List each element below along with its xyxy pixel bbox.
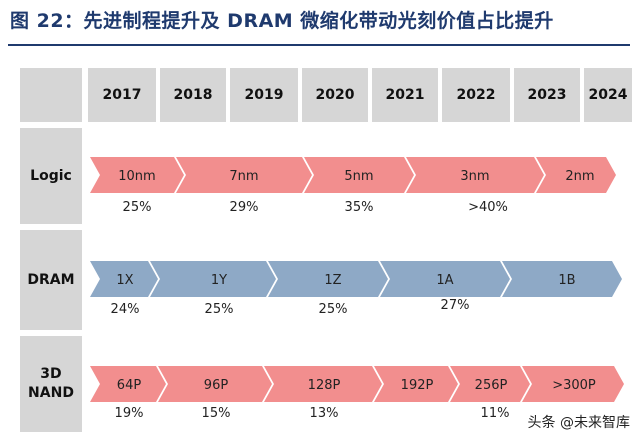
year-cell-2017: 2017 [88,68,156,122]
year-cell-2020: 2020 [302,68,368,122]
logic-pct-5nm: 35% [344,200,374,215]
year-header: 2017 2018 2019 2020 2021 2022 2023 2024 [20,68,632,122]
logic-arrow-3nm [406,157,544,193]
dram-arrow-1z [268,261,388,297]
dram-arrow-1x [90,261,158,297]
year-cell-2021: 2021 [372,68,438,122]
dram-pct-1a: 27% [440,298,470,313]
dram-pct-1z: 25% [318,302,348,317]
row-label-3d-nand: 3D NAND [20,336,82,432]
logic-arrow-2nm [536,157,616,193]
nand-arrow-64p-label: 64P [117,378,142,393]
dram-arrow-1b-label: 1B [558,273,575,288]
nand-arrow-256p-label: 256P [475,378,508,393]
dram-pct-1y: 25% [204,302,234,317]
nand-arrow-64p [90,366,166,402]
year-cell-2022: 2022 [442,68,510,122]
dram-arrow-1x-label: 1X [116,273,133,288]
dram-arrow-1y [150,261,276,297]
title-divider [8,44,630,46]
row-label-logic: Logic [20,128,82,224]
row-label-3d-nand-line2: NAND [28,385,74,401]
year-cell-2023: 2023 [514,68,580,122]
year-cell-2024: 2024 [584,68,632,122]
logic-arrow-7nm-label: 7nm [229,169,258,184]
dram-arrow-1b [502,261,622,297]
nand-arrow-300p [522,366,624,402]
nand-pct-96p: 15% [201,406,231,421]
year-cell-2019: 2019 [230,68,298,122]
nand-arrow-192p [374,366,458,402]
nand-pct-64p: 19% [114,406,144,421]
logic-arrow-10nm-label: 10nm [118,169,155,184]
logic-arrow-7nm [176,157,312,193]
nand-arrow-256p [450,366,530,402]
watermark: 头条 @未来智库 [527,415,630,431]
nand-pct-256p: 11% [480,406,510,421]
nand-pct-128p: 13% [309,406,339,421]
logic-arrow-5nm [304,157,414,193]
logic-pct-10nm: 25% [122,200,152,215]
logic-arrow-3nm-label: 3nm [460,169,489,184]
dram-arrow-1a [380,261,510,297]
logic-arrow-5nm-label: 5nm [344,169,373,184]
dram-pct-1x: 24% [110,302,140,317]
nand-arrow-96p [158,366,272,402]
page-title: 图 22：先进制程提升及 DRAM 微缩化带动光刻价值占比提升 [10,10,554,32]
row-label-3d-nand-line1: 3D [40,366,62,383]
dram-arrow-1y-label: 1Y [211,273,227,288]
year-header-corner [20,68,82,122]
dram-arrow-1z-label: 1Z [324,273,341,288]
logic-pct-7nm: 29% [229,200,259,215]
logic-arrow-10nm [90,157,184,193]
nand-arrow-96p-label: 96P [204,378,229,393]
nand-arrow-192p-label: 192P [401,378,434,393]
logic-arrow-2nm-label: 2nm [565,169,594,184]
row-label-dram: DRAM [20,230,82,330]
nand-arrow-300p-label: >300P [552,378,596,393]
nand-arrow-128p-label: 128P [308,378,341,393]
nand-arrow-128p [264,366,382,402]
logic-pct-3nm: >40% [468,200,508,215]
dram-arrow-1a-label: 1A [436,273,453,288]
year-cell-2018: 2018 [160,68,226,122]
